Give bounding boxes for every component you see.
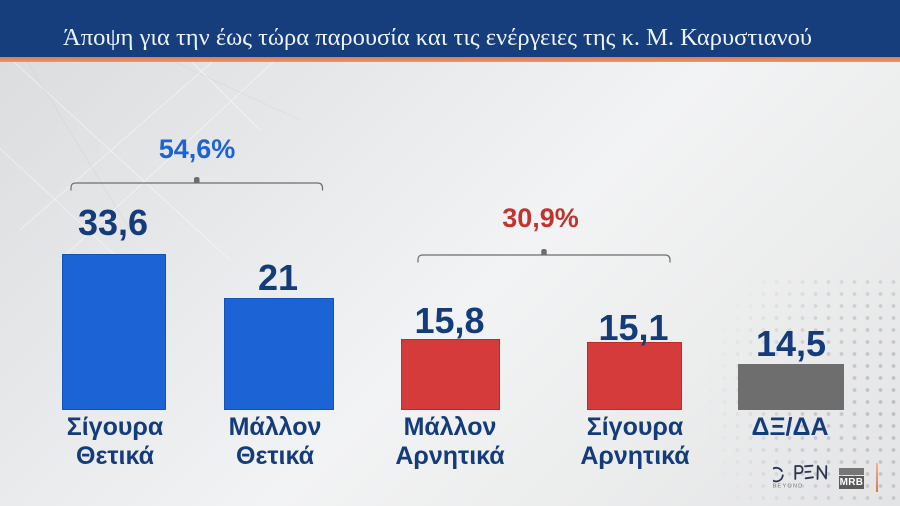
- svg-text:BEYOND: BEYOND: [773, 484, 803, 490]
